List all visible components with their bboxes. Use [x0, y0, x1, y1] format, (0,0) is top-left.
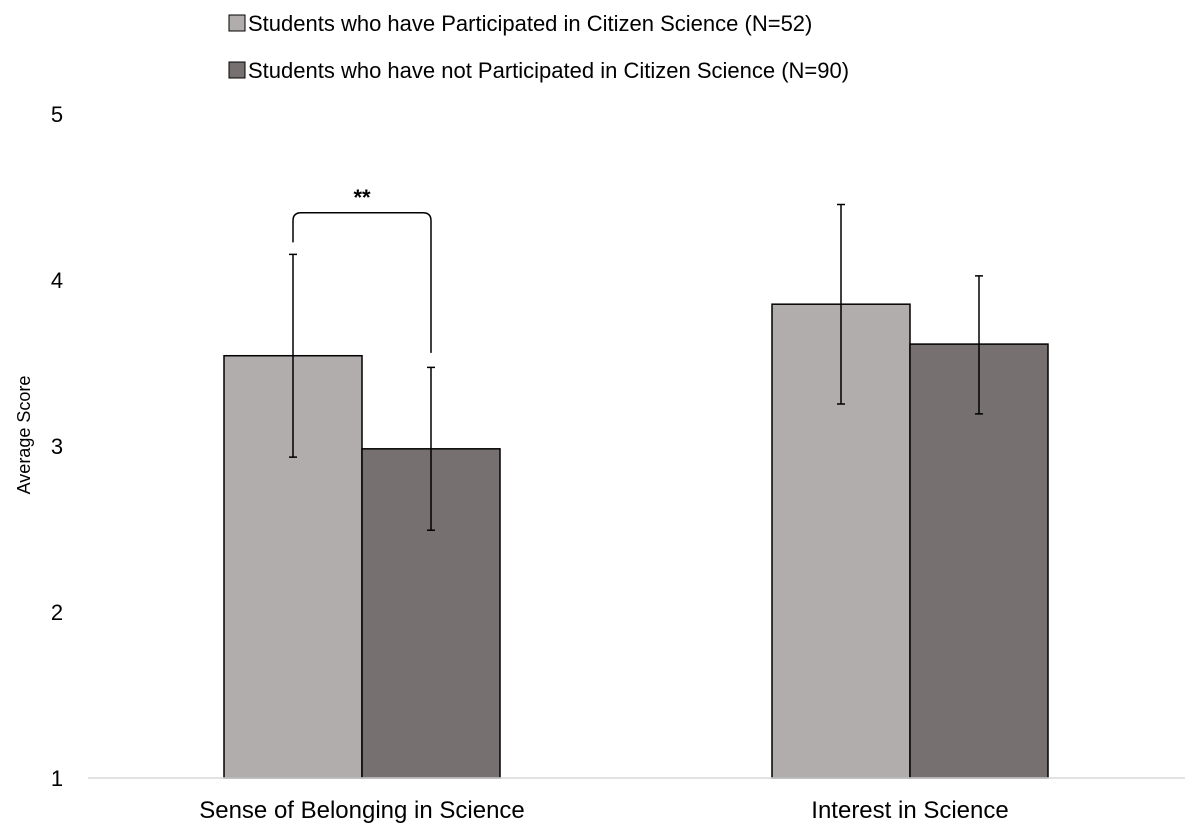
- legend-swatch-not-participated: [228, 61, 246, 79]
- legend-item-participated: Students who have Participated in Citize…: [228, 11, 812, 36]
- y-tick-label: 2: [51, 600, 63, 625]
- significance-annotation: **: [292, 185, 432, 353]
- error-bar-belonging-participated: [289, 253, 297, 458]
- significance-label: **: [353, 185, 371, 210]
- error-bar-interest-participated: [837, 203, 845, 405]
- x-category-label-belonging: Sense of Belonging in Science: [199, 797, 525, 824]
- legend: Students who have Participated in Citize…: [228, 11, 849, 83]
- y-axis-ticks: 1 2 3 4 5: [51, 102, 63, 791]
- bar-interest-not-participated: [909, 343, 1049, 779]
- error-bar-belonging-not-participated: [427, 366, 435, 532]
- y-tick-label: 4: [51, 268, 63, 293]
- y-tick-label: 1: [51, 766, 63, 791]
- legend-item-not-participated: Students who have not Participated in Ci…: [228, 58, 849, 83]
- error-bar-interest-not-participated: [975, 275, 983, 415]
- y-tick-label: 3: [51, 434, 63, 459]
- x-axis-labels: Sense of Belonging in Science Interest i…: [199, 797, 1009, 824]
- y-axis-title: Average Score: [14, 376, 34, 495]
- significance-bracket: [292, 212, 432, 353]
- legend-swatch-participated: [228, 14, 246, 32]
- bars: [223, 303, 1049, 779]
- legend-label-not-participated: Students who have not Participated in Ci…: [248, 58, 849, 83]
- legend-label-participated: Students who have Participated in Citize…: [248, 11, 812, 36]
- error-bars: [289, 203, 983, 532]
- y-tick-label: 5: [51, 102, 63, 127]
- x-category-label-interest: Interest in Science: [811, 797, 1008, 824]
